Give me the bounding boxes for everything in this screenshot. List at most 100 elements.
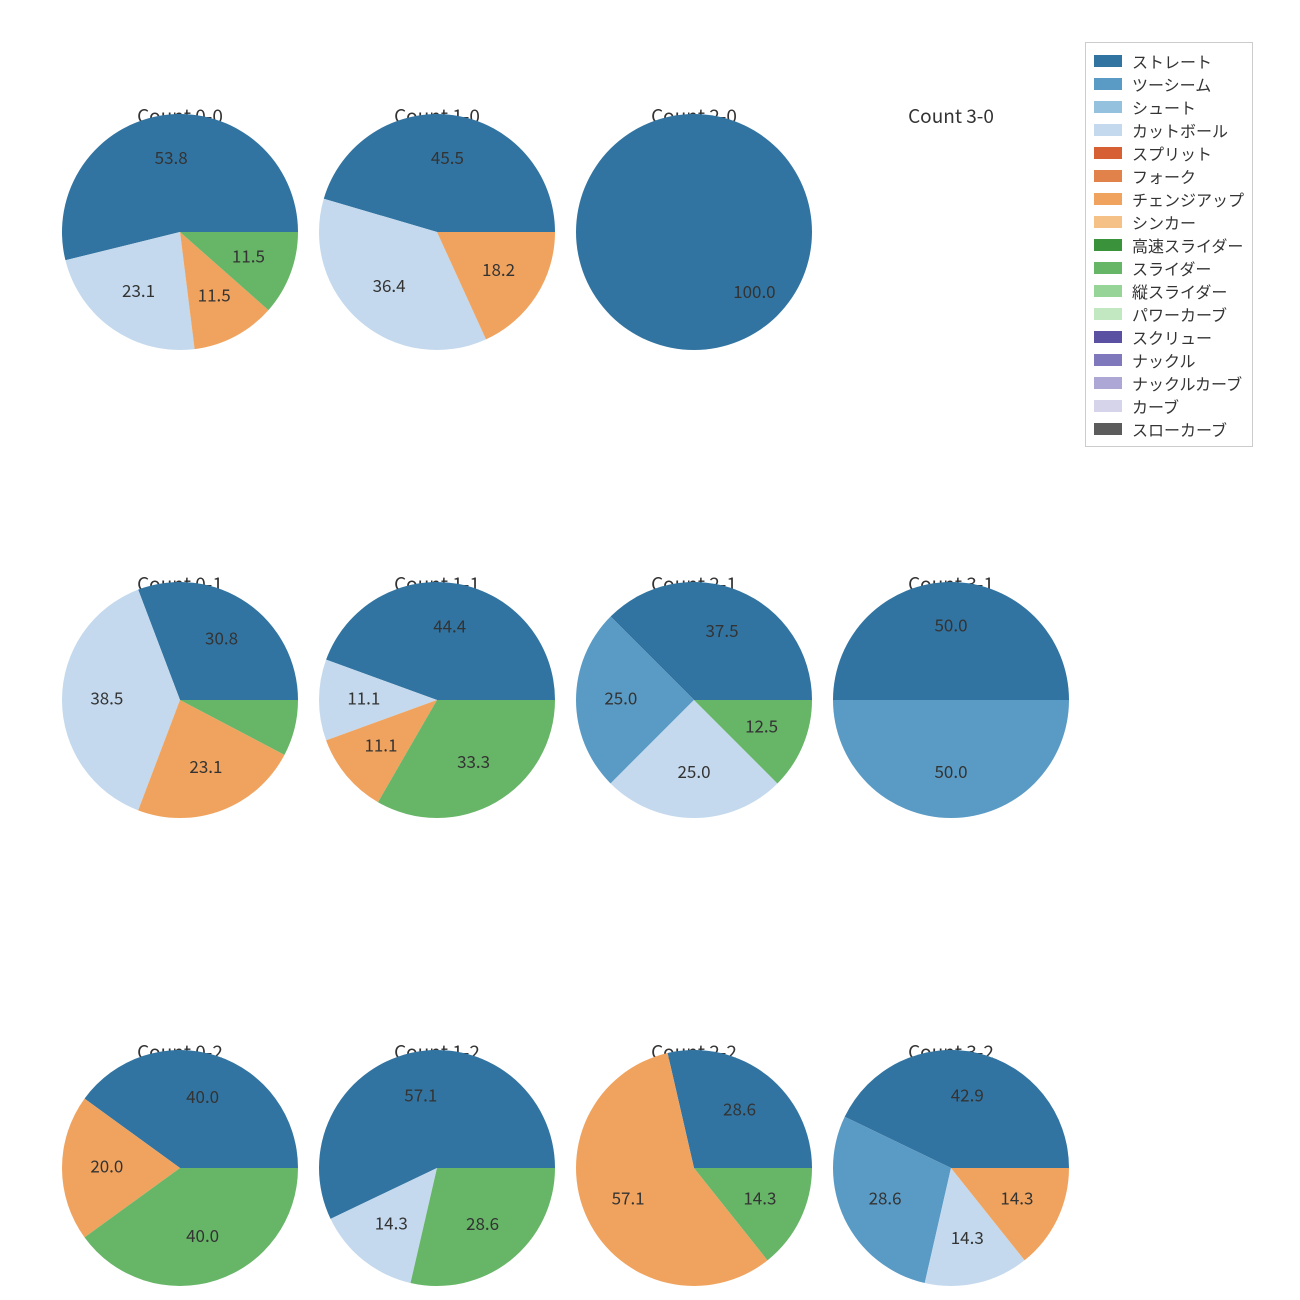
- legend-swatch: [1094, 170, 1122, 182]
- pie-c11: 44.4 11.1 11.1 33.3: [315, 578, 559, 822]
- legend-swatch: [1094, 308, 1122, 320]
- legend-item: カットボール: [1094, 118, 1244, 141]
- legend-swatch: [1094, 331, 1122, 343]
- slice-label: 50.0: [934, 758, 967, 783]
- legend-label: ナックルカーブ: [1132, 375, 1242, 391]
- legend-item: フォーク: [1094, 164, 1244, 187]
- slice-label: 36.4: [373, 272, 406, 297]
- slice-label: 33.3: [457, 748, 490, 773]
- legend-label: ナックル: [1132, 352, 1196, 368]
- slice-label: 11.5: [198, 281, 231, 306]
- slice-label: 28.6: [869, 1184, 902, 1209]
- legend-item: スプリット: [1094, 141, 1244, 164]
- slice-label: 11.1: [347, 685, 380, 710]
- slice-label: 50.0: [934, 611, 967, 636]
- pie-title: Count 3-0: [908, 102, 994, 129]
- legend-label: パワーカーブ: [1132, 306, 1227, 322]
- legend-swatch: [1094, 216, 1122, 228]
- slice-label: 25.0: [604, 685, 637, 710]
- legend-swatch: [1094, 239, 1122, 251]
- legend-item: スライダー: [1094, 256, 1244, 279]
- slice-label: 14.3: [1000, 1184, 1033, 1209]
- legend-item: 高速スライダー: [1094, 233, 1244, 256]
- legend-swatch: [1094, 423, 1122, 435]
- legend-swatch: [1094, 101, 1122, 113]
- slice-label: 40.0: [186, 1083, 219, 1108]
- slice-label: 23.1: [189, 753, 222, 778]
- legend-item: スローカーブ: [1094, 417, 1244, 440]
- pie-c22: 28.6 57.1 14.3: [572, 1046, 816, 1290]
- slice-label: 30.8: [205, 624, 238, 649]
- legend-swatch: [1094, 147, 1122, 159]
- slice-label: 11.1: [364, 732, 397, 757]
- slice-label: 57.1: [404, 1081, 437, 1106]
- legend-swatch: [1094, 354, 1122, 366]
- pie-c02: 40.0 20.0 40.0: [58, 1046, 302, 1290]
- slice-label: 40.0: [186, 1222, 219, 1247]
- slice-label: 45.5: [431, 144, 464, 169]
- legend-label: カットボール: [1132, 122, 1228, 138]
- slice-label: 25.0: [677, 758, 710, 783]
- legend-swatch: [1094, 124, 1122, 136]
- pie-c32: 42.9 28.6 14.3 14.3: [829, 1046, 1073, 1290]
- slice-label: 20.0: [90, 1153, 123, 1178]
- legend-label: 縦スライダー: [1132, 283, 1227, 299]
- legend-label: シンカー: [1132, 214, 1196, 230]
- slice-label: 42.9: [951, 1081, 984, 1106]
- legend-label: スプリット: [1132, 145, 1212, 161]
- legend-label: ストレート: [1132, 53, 1212, 69]
- legend-item: シンカー: [1094, 210, 1244, 233]
- slice-label: 44.4: [433, 613, 466, 638]
- legend-item: スクリュー: [1094, 325, 1244, 348]
- chart-stage: Count 0-053.823.111.511.5Count 1-045.536…: [0, 0, 1300, 1300]
- legend-item: パワーカーブ: [1094, 302, 1244, 325]
- legend-swatch: [1094, 55, 1122, 67]
- legend-item: チェンジアップ: [1094, 187, 1244, 210]
- legend-swatch: [1094, 193, 1122, 205]
- legend-label: シュート: [1132, 99, 1196, 115]
- legend-item: ナックルカーブ: [1094, 371, 1244, 394]
- slice-label: 53.8: [155, 144, 188, 169]
- slice-label: 14.3: [951, 1224, 984, 1249]
- slice-label: 14.3: [743, 1184, 776, 1209]
- pie-c01: 30.8 38.5 23.1: [58, 578, 302, 822]
- legend-swatch: [1094, 285, 1122, 297]
- legend-label: スローカーブ: [1132, 421, 1227, 437]
- slice-label: 11.5: [232, 242, 265, 267]
- legend-item: ストレート: [1094, 49, 1244, 72]
- legend-label: スクリュー: [1132, 329, 1212, 345]
- pie-slice: [576, 114, 812, 350]
- legend-swatch: [1094, 400, 1122, 412]
- legend-item: カーブ: [1094, 394, 1244, 417]
- pie-c21: 37.5 25.0 25.0 12.5: [572, 578, 816, 822]
- pie-c20: 100.0: [572, 110, 816, 354]
- legend-swatch: [1094, 262, 1122, 274]
- pie-c12: 57.1 14.3 28.6: [315, 1046, 559, 1290]
- pie-slice: [833, 582, 1069, 700]
- pie-c00: 53.8 23.1 11.511.5: [58, 110, 302, 354]
- legend-label: 高速スライダー: [1132, 237, 1243, 253]
- legend-item: ナックル: [1094, 348, 1244, 371]
- pie-c31: 50.0 50.0: [829, 578, 1073, 822]
- slice-label: 38.5: [90, 685, 123, 710]
- slice-label: 14.3: [375, 1210, 408, 1235]
- slice-label: 28.6: [723, 1095, 756, 1120]
- legend-label: ツーシーム: [1132, 76, 1211, 92]
- slice-label: 100.0: [733, 278, 775, 303]
- slice-label: 57.1: [612, 1184, 645, 1209]
- slice-label: 23.1: [122, 277, 155, 302]
- legend-label: フォーク: [1132, 168, 1196, 184]
- pie-c10: 45.5 36.4 18.2: [315, 110, 559, 354]
- slice-label: 28.6: [466, 1210, 499, 1235]
- slice-label: 37.5: [705, 617, 738, 642]
- legend-item: ツーシーム: [1094, 72, 1244, 95]
- legend-label: スライダー: [1132, 260, 1211, 276]
- legend: ストレートツーシームシュートカットボールスプリットフォークチェンジアップシンカー…: [1085, 42, 1253, 447]
- legend-item: シュート: [1094, 95, 1244, 118]
- slice-label: 18.2: [482, 256, 515, 281]
- legend-swatch: [1094, 78, 1122, 90]
- legend-label: チェンジアップ: [1132, 191, 1244, 207]
- slice-label: 12.5: [745, 713, 778, 738]
- legend-item: 縦スライダー: [1094, 279, 1244, 302]
- legend-swatch: [1094, 377, 1122, 389]
